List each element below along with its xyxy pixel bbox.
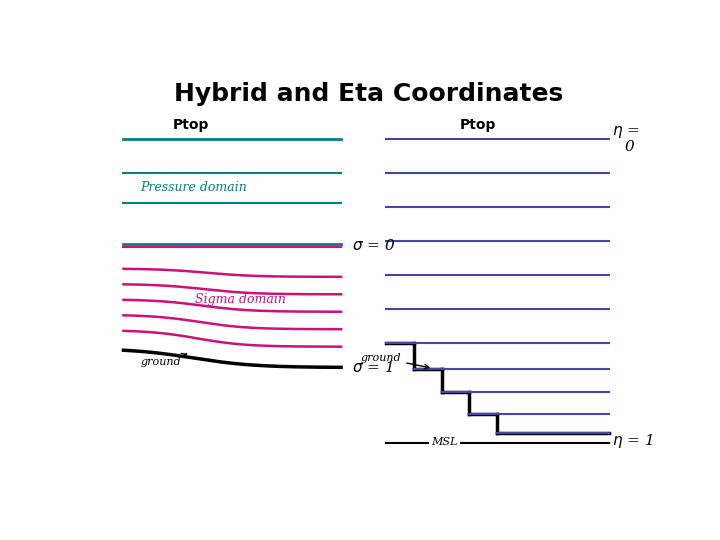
Text: $\sigma$ = 0: $\sigma$ = 0: [352, 238, 395, 253]
Text: MSL: MSL: [431, 437, 458, 447]
Text: $\sigma$ = 1: $\sigma$ = 1: [352, 360, 393, 375]
Text: Sigma domain: Sigma domain: [195, 293, 286, 306]
Text: ground: ground: [140, 353, 186, 367]
Text: 0: 0: [624, 140, 634, 154]
Text: Ptop: Ptop: [459, 118, 496, 132]
Text: Pressure domain: Pressure domain: [140, 181, 247, 194]
Text: Hybrid and Eta Coordinates: Hybrid and Eta Coordinates: [174, 82, 564, 106]
Text: ground: ground: [361, 353, 429, 369]
Text: $\eta$ = 1: $\eta$ = 1: [612, 432, 652, 450]
Text: $\eta$ =: $\eta$ =: [612, 124, 639, 140]
Text: Ptop: Ptop: [172, 118, 209, 132]
